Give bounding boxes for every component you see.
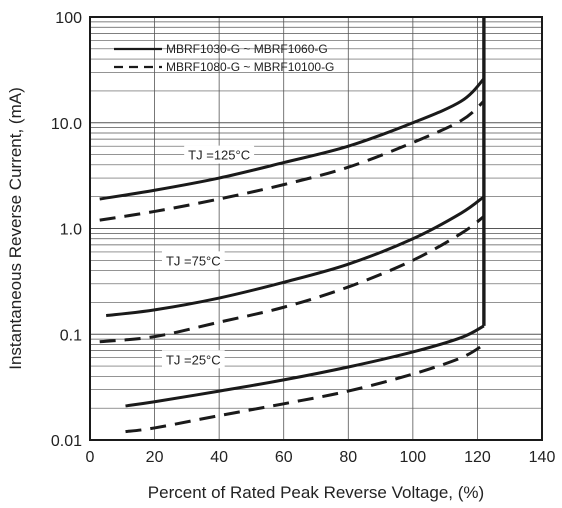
series-line-tj-25-solid <box>125 324 485 408</box>
series-line-tj-75-solid <box>105 195 485 318</box>
tick-labels: 0 20 40 60 80 100 120 140 0.01 0.1 1.0 10.0 100 <box>51 10 556 466</box>
legend-entry-solid: MBRF1030-G ~ MBRF1060-G <box>166 42 328 56</box>
annotation-bg <box>161 251 225 270</box>
x-tick-label: 60 <box>275 449 293 466</box>
series-lines <box>99 17 486 434</box>
legend: MBRF1030-G ~ MBRF1060-G MBRF1080-G ~ MBR… <box>114 42 334 74</box>
y-tick-label: 1.0 <box>60 222 82 239</box>
x-tick-label: 0 <box>86 449 95 466</box>
annotation-bg <box>184 145 255 164</box>
annotation-bg <box>161 350 225 369</box>
x-tick-label: 20 <box>146 449 164 466</box>
y-axis-label: Instantaneous Reverse Current, (mA) <box>6 87 25 370</box>
series-line-tj-25-dashed <box>125 343 485 434</box>
series-line-tj-125-solid <box>99 77 485 201</box>
annotations: TJ =125°C TJ =75°C TJ =25°C <box>161 145 255 369</box>
x-tick-label: 100 <box>400 449 427 466</box>
series-line-tj-75-dashed <box>99 215 485 344</box>
x-tick-label: 40 <box>210 449 228 466</box>
annotation-tj-125: TJ =125°C <box>188 148 250 163</box>
y-tick-label: 0.01 <box>51 433 82 450</box>
y-tick-label: 100 <box>55 10 82 27</box>
legend-entry-dashed: MBRF1080-G ~ MBRF10100-G <box>166 60 334 74</box>
plot-frame <box>89 16 543 441</box>
x-axis-label: Percent of Rated Peak Reverse Voltage, (… <box>148 483 484 502</box>
y-tick-label: 0.1 <box>60 327 82 344</box>
y-tick-label: 10.0 <box>51 116 82 133</box>
x-tick-label: 140 <box>529 449 556 466</box>
x-tick-label: 80 <box>339 449 357 466</box>
annotation-tj-25: TJ =25°C <box>166 352 221 367</box>
x-tick-label: 120 <box>464 449 491 466</box>
series-line-tj-125-dashed <box>99 100 485 222</box>
annotation-tj-75: TJ =75°C <box>166 253 221 268</box>
